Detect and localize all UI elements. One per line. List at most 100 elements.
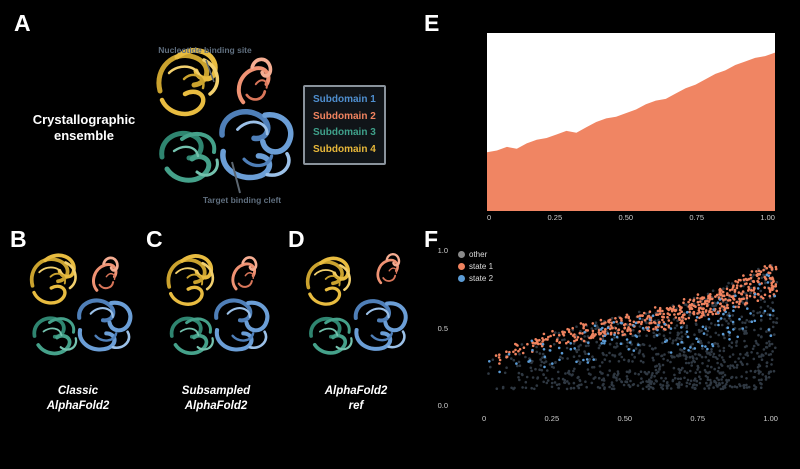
scatter-point [762,273,765,277]
scatter-point [697,306,701,310]
scatter-point [651,386,654,390]
scatter-point [627,383,630,387]
scatter-point [702,313,705,317]
scatter-point [614,327,618,330]
scatter-point [682,298,686,301]
scatter-point [597,346,601,350]
scatter-point [734,294,737,298]
scatter-point [726,365,730,368]
scatter-point [759,386,763,389]
scatter-point [630,343,633,346]
protein-structure-crystallographic [130,40,330,194]
scatter-point [571,373,574,376]
tick-label: 1.00 [763,414,778,423]
scatter-point [578,362,581,366]
scatter-point [542,348,546,351]
scatter-point [736,335,739,339]
scatter-point [765,365,769,368]
annotation-line-bottom [231,161,241,194]
scatter-point [718,290,722,294]
scatter-point [547,335,550,339]
scatter-point [697,309,701,312]
scatter-point [625,313,629,317]
scatter-point [615,342,618,345]
scatter-point [718,307,722,310]
scatter-point [707,300,711,303]
tick-label: 0.75 [689,213,705,222]
scatter-point [517,376,520,379]
scatter-point [716,357,719,361]
scatter-point [550,381,554,385]
scatter-point [573,336,577,339]
scatter-point [604,328,607,331]
legend-item-subdomain-1: Subdomain 1 [313,94,376,105]
scatter-point [575,338,578,342]
scatter-point [724,297,727,301]
scatter-point [729,319,733,323]
scatter-point [680,349,683,352]
scatter-point [608,351,611,355]
scatter-point [710,350,713,354]
scatter-point [648,318,652,321]
scatter-point [759,289,763,293]
scatter-point [543,365,546,369]
scatter-point [695,383,698,387]
scatter-point [692,359,695,362]
scatter-point [706,364,709,368]
scatter-point [587,352,590,356]
scatter-point [598,332,602,336]
scatter-point [524,386,528,390]
scatter-point [719,293,723,296]
scatter-point [663,340,667,343]
scatter-point [701,362,704,365]
panel-letter-f: F [424,226,439,252]
scatter-point [711,289,715,292]
scatter-point [572,342,576,345]
scatter-point [539,358,542,361]
scatter-point [660,386,663,389]
scatter-point [625,338,629,341]
scatter-point [548,349,552,352]
scatter-point [731,288,734,291]
scatter-point [591,366,594,369]
scatter-point [775,321,778,324]
tick-label: 0.0 [437,401,448,410]
scatter-point [749,312,752,315]
scatter-point [613,372,616,376]
scatter-point [767,328,771,331]
scatter-point [764,352,768,355]
scatter-point [601,361,604,364]
scatter-point [654,365,657,368]
scatter-point [503,371,507,375]
scatter-point [718,383,722,386]
scatter-point [632,383,636,386]
scatter-point [749,369,753,373]
scatter-point [641,343,645,346]
scatter-point [732,309,735,312]
scatter-point [709,382,713,385]
scatter-point [535,345,538,349]
scatter-point [626,341,629,344]
legend-label-state-2: state 2 [469,274,494,283]
scatter-point [651,372,654,375]
scatter-point [620,317,623,321]
scatter-point [563,338,566,341]
scatter-point [659,383,662,386]
scatter-point [758,283,761,286]
scatter-point [723,317,726,321]
scatter-point [668,337,672,340]
scatter-point [598,364,602,368]
scatter-point [587,344,590,347]
scatter-point [678,337,681,340]
scatter-point [694,322,698,325]
scatter-point [697,303,700,307]
scatter-point [530,339,534,343]
scatter-point [616,370,620,373]
scatter-point [582,324,586,328]
scatter-point [538,352,542,355]
scatter-point [603,387,606,391]
scatter-point [720,378,723,381]
scatter-point [681,316,685,319]
scatter-point [728,384,732,388]
scatter-point [757,293,760,296]
